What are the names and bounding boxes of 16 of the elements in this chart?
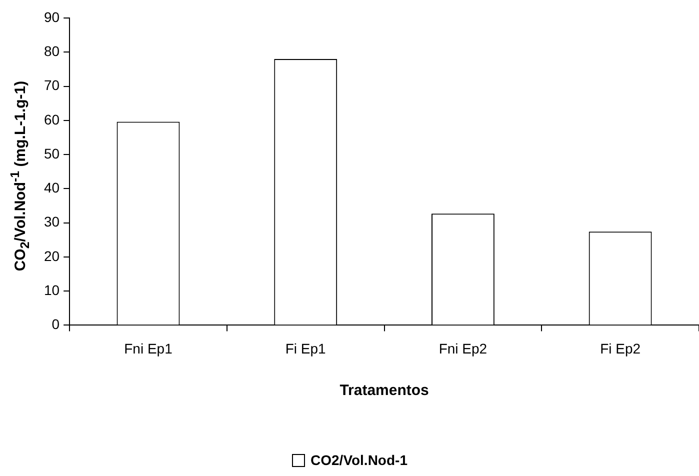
y-tick-label: 30 (44, 214, 60, 230)
y-tick-label: 10 (44, 282, 60, 298)
text: CO2/Vol.Nod-1 (310, 452, 408, 468)
y-tick-label: 60 (44, 111, 60, 128)
x-tick-label: Fni Ep1 (124, 340, 173, 356)
y-tick-label: 40 (44, 180, 60, 196)
y-tick-label: 80 (44, 42, 60, 59)
x-tick-label: Fni Ep2 (438, 340, 488, 356)
y-tick-label: 0 (52, 316, 60, 332)
x-axis-title: Tratamentos (340, 382, 429, 400)
y-tick-label: 90 (44, 8, 60, 25)
x-tick-label: Fi Ep1 (285, 340, 326, 356)
y-tick-label: 20 (44, 248, 60, 264)
x-tick-label: Fi Ep2 (600, 340, 641, 356)
y-tick-label: 50 (44, 145, 60, 162)
y-tick-label: 70 (44, 77, 60, 94)
